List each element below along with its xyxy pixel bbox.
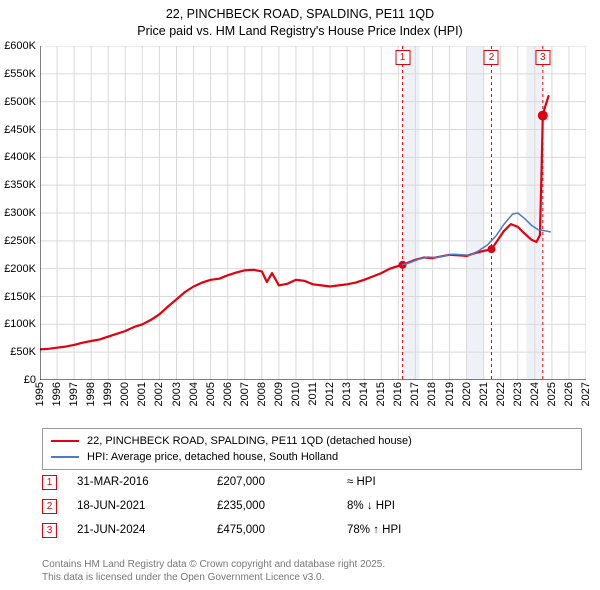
x-tick-label: 2022 [495, 382, 507, 406]
event-marker-box: 2 [484, 50, 499, 65]
x-tick-label: 2014 [358, 382, 370, 406]
y-tick-label: £400K [4, 151, 36, 163]
sales-row: 2 18-JUN-2021£235,0008% ↓ HPI [42, 494, 582, 518]
x-tick-label: 2001 [136, 382, 148, 406]
sales-marker: 3 [42, 523, 57, 538]
sales-row: 1 31-MAR-2016£207,000≈ HPI [42, 470, 582, 494]
y-tick-label: £300K [4, 207, 36, 219]
x-tick-label: 2009 [273, 382, 285, 406]
title-address: 22, PINCHBECK ROAD, SPALDING, PE11 1QD [0, 6, 600, 23]
title-subtitle: Price paid vs. HM Land Registry's House … [0, 23, 600, 40]
x-tick-label: 2004 [188, 382, 200, 406]
x-tick-label: 2011 [307, 382, 319, 406]
sales-vs-hpi: 8% ↓ HPI [347, 500, 395, 512]
sales-date: 21-JUN-2024 [77, 524, 217, 536]
sales-marker: 1 [42, 475, 57, 490]
y-tick-label: £600K [4, 40, 36, 52]
x-tick-label: 2025 [546, 382, 558, 406]
x-tick-label: 2007 [239, 382, 251, 406]
x-tick-label: 2000 [119, 382, 131, 406]
x-tick-label: 2015 [375, 382, 387, 406]
x-tick-label: 1998 [85, 382, 97, 406]
event-marker-box: 3 [535, 50, 550, 65]
x-tick-label: 2003 [171, 382, 183, 406]
x-tick-label: 2012 [324, 382, 336, 406]
y-tick-label: £50K [10, 346, 36, 358]
legend-label: 22, PINCHBECK ROAD, SPALDING, PE11 1QD (… [87, 435, 412, 447]
x-tick-label: 2008 [256, 382, 268, 406]
sales-date: 31-MAR-2016 [77, 476, 217, 488]
x-tick-label: 2020 [461, 382, 473, 406]
sales-vs-hpi: ≈ HPI [347, 476, 376, 488]
x-tick-label: 2019 [444, 382, 456, 406]
x-tick-label: 2010 [290, 382, 302, 406]
x-tick-label: 1996 [51, 382, 63, 406]
series-marker [538, 111, 548, 121]
y-tick-label: £550K [4, 68, 36, 80]
legend-swatch [51, 440, 79, 443]
legend-swatch [51, 456, 79, 458]
sales-price: £475,000 [217, 524, 347, 536]
x-tick-label: 2017 [409, 382, 421, 406]
chart-title: 22, PINCHBECK ROAD, SPALDING, PE11 1QD P… [0, 0, 600, 40]
x-tick-label: 2018 [426, 382, 438, 406]
x-tick-label: 2024 [529, 382, 541, 406]
attribution-line1: Contains HM Land Registry data © Crown c… [42, 558, 582, 571]
legend-row: HPI: Average price, detached house, Sout… [51, 449, 573, 465]
sales-row: 3 21-JUN-2024£475,00078% ↑ HPI [42, 518, 582, 542]
y-axis-labels: £0£50K£100K£150K£200K£250K£300K£350K£400… [0, 46, 40, 380]
sales-price: £235,000 [217, 500, 347, 512]
x-tick-label: 2005 [205, 382, 217, 406]
attribution: Contains HM Land Registry data © Crown c… [42, 558, 582, 584]
y-tick-label: £350K [4, 179, 36, 191]
y-tick-label: £200K [4, 263, 36, 275]
x-tick-label: 1997 [68, 382, 80, 406]
x-tick-label: 2021 [478, 382, 490, 406]
chart-svg [40, 46, 586, 380]
chart-plot-area: 1 2 3 [40, 46, 586, 380]
legend-row: 22, PINCHBECK ROAD, SPALDING, PE11 1QD (… [51, 433, 573, 449]
event-marker-box: 1 [395, 50, 410, 65]
x-tick-label: 1995 [34, 382, 46, 406]
y-tick-label: £250K [4, 235, 36, 247]
x-tick-label: 2006 [222, 382, 234, 406]
x-tick-label: 2016 [392, 382, 404, 406]
y-tick-label: £500K [4, 96, 36, 108]
legend: 22, PINCHBECK ROAD, SPALDING, PE11 1QD (… [42, 428, 582, 470]
x-tick-label: 1999 [102, 382, 114, 406]
x-tick-label: 2013 [341, 382, 353, 406]
sales-vs-hpi: 78% ↑ HPI [347, 524, 401, 536]
legend-label: HPI: Average price, detached house, Sout… [87, 451, 338, 463]
x-tick-label: 2023 [512, 382, 524, 406]
sales-table: 1 31-MAR-2016£207,000≈ HPI 2 18-JUN-2021£23… [42, 470, 582, 542]
sales-price: £207,000 [217, 476, 347, 488]
attribution-line2: This data is licensed under the Open Gov… [42, 571, 582, 584]
x-tick-label: 2027 [580, 382, 592, 406]
sales-marker: 2 [42, 499, 57, 514]
series-marker [487, 245, 495, 253]
y-tick-label: £150K [4, 291, 36, 303]
y-tick-label: £100K [4, 318, 36, 330]
sales-date: 18-JUN-2021 [77, 500, 217, 512]
y-tick-label: £450K [4, 124, 36, 136]
x-tick-label: 2026 [563, 382, 575, 406]
x-tick-label: 2002 [153, 382, 165, 406]
